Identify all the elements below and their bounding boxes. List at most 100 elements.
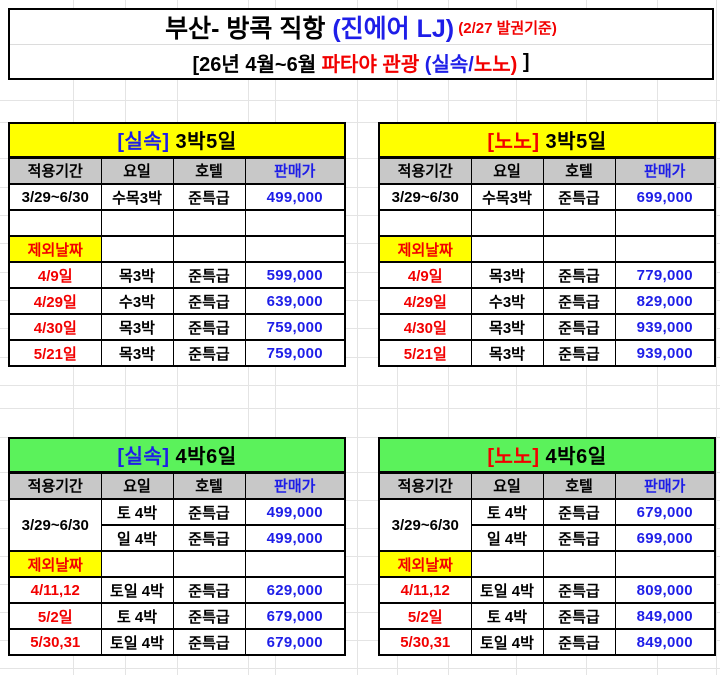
price-table-nono-3bak5il: [노노] 3박5일 적용기간 요일 호텔 판매가 3/29~6/30 수목3박 준특급 699,… bbox=[378, 122, 716, 367]
exclusion-row: 4/11,12 토일 4박 준특급 629,000 bbox=[8, 576, 346, 604]
main-title-line1: 부산- 방콕 직항 (진에어 LJ) (2/27 발권기준) bbox=[10, 10, 712, 45]
cell-price: 499,000 bbox=[244, 524, 346, 552]
cell-day: 토 4박 bbox=[100, 498, 174, 526]
table-title-tag: [실속] bbox=[117, 446, 170, 469]
exclusion-label: 제외날짜 bbox=[8, 235, 102, 263]
title-segment: (2/27 발권기준) bbox=[454, 19, 557, 37]
cell-period: 5/2일 bbox=[378, 602, 472, 630]
exclusion-label-row: 제외날짜 bbox=[8, 235, 346, 263]
cell-empty bbox=[614, 550, 716, 578]
spreadsheet-gridline bbox=[716, 0, 717, 675]
cell-empty bbox=[542, 235, 616, 263]
cell-day: 목3박 bbox=[100, 261, 174, 289]
cell-hotel: 준특급 bbox=[172, 524, 246, 552]
title-segment: 노노) bbox=[473, 53, 518, 76]
cell-period: 4/9일 bbox=[378, 261, 472, 289]
exclusion-row: 4/30일 목3박 준특급 759,000 bbox=[8, 313, 346, 341]
cell-empty bbox=[100, 235, 174, 263]
cell-hotel: 준특급 bbox=[172, 602, 246, 630]
spreadsheet-gridline bbox=[0, 528, 720, 529]
cell-hotel: 준특급 bbox=[542, 339, 616, 367]
cell-day: 일 4박 bbox=[100, 524, 174, 552]
cell-price: 779,000 bbox=[614, 261, 716, 289]
title-segment: 파타야 관광 bbox=[321, 53, 425, 76]
table-title-tag: [실속] bbox=[117, 131, 170, 154]
exclusion-row: 5/2일 토 4박 준특급 849,000 bbox=[378, 602, 716, 630]
spreadsheet-gridline bbox=[0, 300, 720, 301]
cell-price: 699,000 bbox=[614, 183, 716, 211]
cell-day: 목3박 bbox=[470, 313, 544, 341]
cell-hotel: 준특급 bbox=[542, 261, 616, 289]
cell-hotel: 준특급 bbox=[542, 183, 616, 211]
cell-empty bbox=[8, 209, 102, 237]
cell-hotel: 준특급 bbox=[172, 287, 246, 315]
spreadsheet-gridline bbox=[0, 668, 720, 669]
cell-day: 토 4박 bbox=[100, 602, 174, 630]
cell-empty bbox=[172, 235, 246, 263]
column-header-period: 적용기간 bbox=[8, 471, 102, 500]
cell-hotel: 준특급 bbox=[542, 498, 616, 526]
spreadsheet-gridline bbox=[0, 640, 720, 641]
spreadsheet-gridline bbox=[0, 408, 720, 409]
cell-period: 4/29일 bbox=[8, 287, 102, 315]
column-header-price: 판매가 bbox=[614, 156, 716, 185]
cell-price: 829,000 bbox=[614, 287, 716, 315]
spreadsheet-gridline bbox=[0, 472, 720, 473]
cell-empty bbox=[100, 209, 174, 237]
cell-empty bbox=[172, 550, 246, 578]
title-segment: (실속/ bbox=[424, 53, 474, 76]
cell-period: 3/29~6/30 bbox=[8, 183, 102, 211]
exclusion-row: 4/29일 수3박 준특급 639,000 bbox=[8, 287, 346, 315]
cell-price: 809,000 bbox=[614, 576, 716, 604]
table-title-text: 3박5일 bbox=[539, 131, 607, 154]
column-header-day: 요일 bbox=[470, 471, 544, 500]
cell-period: 4/11,12 bbox=[378, 576, 472, 604]
column-header-price: 판매가 bbox=[614, 471, 716, 500]
cell-hotel: 준특급 bbox=[172, 313, 246, 341]
price-table: [노노] 3박5일 적용기간 요일 호텔 판매가 3/29~6/30 수목3박 준특급 699,… bbox=[378, 122, 716, 367]
cell-hotel: 준특급 bbox=[172, 498, 246, 526]
cell-empty bbox=[244, 550, 346, 578]
cell-period: 5/21일 bbox=[378, 339, 472, 367]
spreadsheet-gridline bbox=[357, 0, 358, 675]
cell-hotel: 준특급 bbox=[542, 524, 616, 552]
cell-hotel: 준특급 bbox=[172, 183, 246, 211]
exclusion-row: 5/30,31 토일 4박 준특급 849,000 bbox=[378, 628, 716, 656]
exclusion-label-row: 제외날짜 bbox=[378, 235, 716, 263]
cell-day: 토 4박 bbox=[470, 498, 544, 526]
cell-hotel: 준특급 bbox=[542, 287, 616, 315]
cell-period: 3/29~6/30 bbox=[378, 183, 472, 211]
column-header-row: 적용기간 요일 호텔 판매가 bbox=[378, 156, 716, 185]
column-header-period: 적용기간 bbox=[8, 156, 102, 185]
cell-price: 499,000 bbox=[244, 183, 346, 211]
column-header-period: 적용기간 bbox=[378, 156, 472, 185]
table-title: [실속] 3박5일 bbox=[8, 122, 346, 159]
spreadsheet-gridline bbox=[0, 500, 720, 501]
exclusion-label: 제외날짜 bbox=[8, 550, 102, 578]
title-segment: ] bbox=[517, 50, 530, 73]
cell-price: 639,000 bbox=[244, 287, 346, 315]
spreadsheet-gridline bbox=[0, 187, 720, 188]
price-table-silsok-4bak6il: [실속] 4박6일 적용기간 요일 호텔 판매가 3/29~6/30 토 4박 준특급 499,… bbox=[8, 437, 346, 656]
cell-price: 629,000 bbox=[244, 576, 346, 604]
table-row: 3/29~6/30 수목3박 준특급 499,000 bbox=[8, 183, 346, 211]
table-title-row: [노노] 4박6일 bbox=[378, 437, 716, 474]
cell-empty bbox=[542, 550, 616, 578]
table-row: 3/29~6/30 토 4박 준특급 679,000 bbox=[378, 498, 716, 552]
cell-period: 3/29~6/30 bbox=[378, 498, 472, 552]
exclusion-row: 4/9일 목3박 준특급 779,000 bbox=[378, 261, 716, 289]
price-table-silsok-3bak5il: [실속] 3박5일 적용기간 요일 호텔 판매가 3/29~6/30 수목3박 준특급 499,… bbox=[8, 122, 346, 367]
cell-price: 939,000 bbox=[614, 313, 716, 341]
exclusion-label-row: 제외날짜 bbox=[378, 550, 716, 578]
spreadsheet-gridline bbox=[0, 437, 720, 438]
column-header-hotel: 호텔 bbox=[172, 156, 246, 185]
column-header-period: 적용기간 bbox=[378, 471, 472, 500]
empty-row bbox=[378, 209, 716, 237]
cell-price: 939,000 bbox=[614, 339, 716, 367]
cell-price: 679,000 bbox=[614, 498, 716, 526]
spreadsheet-gridline bbox=[0, 357, 720, 358]
main-title-line2: [26년 4월~6월 파타야 관광 (실속/노노) ] bbox=[10, 45, 712, 79]
exclusion-row: 5/21일 목3박 준특급 759,000 bbox=[8, 339, 346, 367]
table-row: 일 4박 준특급 699,000 bbox=[379, 524, 716, 552]
